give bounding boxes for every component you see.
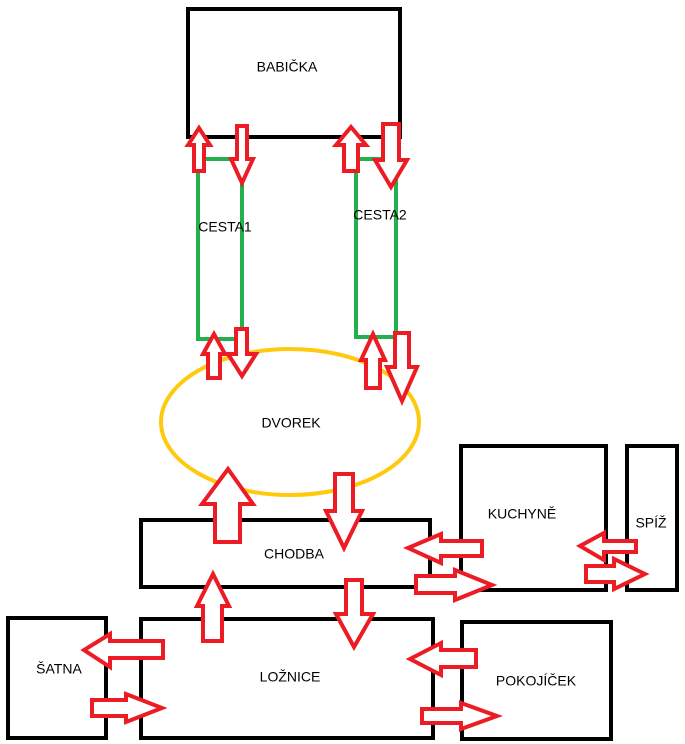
- label-satna: ŠATNA: [36, 661, 82, 677]
- arrow-left-loznice-to-satna: [80, 630, 165, 671]
- yard-dvorek: [159, 347, 421, 497]
- arrow-down-chodba-to-loznice: [332, 578, 377, 652]
- label-loznice: LOŽNICE: [260, 669, 321, 685]
- arrow-up-cesta1-to-babicka: [184, 124, 214, 173]
- label-kuchyne: KUCHYNĚ: [488, 506, 556, 522]
- label-cesta2: CESTA2: [353, 207, 407, 223]
- label-chodba: CHODBA: [264, 546, 325, 562]
- arrow-down-babicka-to-cesta1: [227, 124, 257, 188]
- arrow-down-dvorek-to-chodba: [322, 472, 366, 553]
- arrow-up-dvorek-to-cesta1: [199, 329, 229, 380]
- room-spiz: [625, 444, 679, 592]
- room-babicka: [186, 7, 402, 139]
- label-dvorek: DVOREK: [261, 415, 321, 431]
- room-kuchyne: [459, 444, 608, 592]
- room-chodba: [139, 518, 432, 589]
- room-loznice: [139, 617, 435, 740]
- label-cesta1: CESTA1: [198, 219, 252, 235]
- arrow-down-cesta2-to-dvorek: [383, 331, 421, 406]
- label-babicka: BABIČKA: [257, 59, 318, 75]
- arrow-right-satna-to-loznice: [90, 691, 168, 725]
- arrow-left-spiz-to-kuchyne: [575, 529, 638, 564]
- label-pokojicek: POKOJÍČEK: [496, 673, 577, 689]
- arrow-right-kuchyne-to-spiz: [584, 555, 650, 593]
- arrow-up-dvorek-to-cesta2: [357, 329, 389, 390]
- room-satna: [6, 616, 108, 740]
- arrow-left-pokojicek-to-loznice: [405, 639, 478, 679]
- arrow-left-kuchyne-to-chodba: [403, 530, 484, 567]
- arrow-right-chodba-to-kuchyne: [414, 567, 498, 603]
- label-spiz: SPÍŽ: [635, 515, 667, 531]
- arrow-up-loznice-to-chodba: [193, 569, 233, 643]
- arrow-down-babicka-to-cesta2: [371, 122, 411, 191]
- arrow-up-cesta2-to-babicka: [331, 123, 371, 173]
- path-cesta1: [196, 157, 244, 341]
- arrow-up-chodba-to-dvorek: [198, 465, 257, 544]
- arrow-down-cesta1-to-dvorek: [224, 327, 260, 380]
- arrow-right-loznice-to-pokojicek: [420, 700, 503, 732]
